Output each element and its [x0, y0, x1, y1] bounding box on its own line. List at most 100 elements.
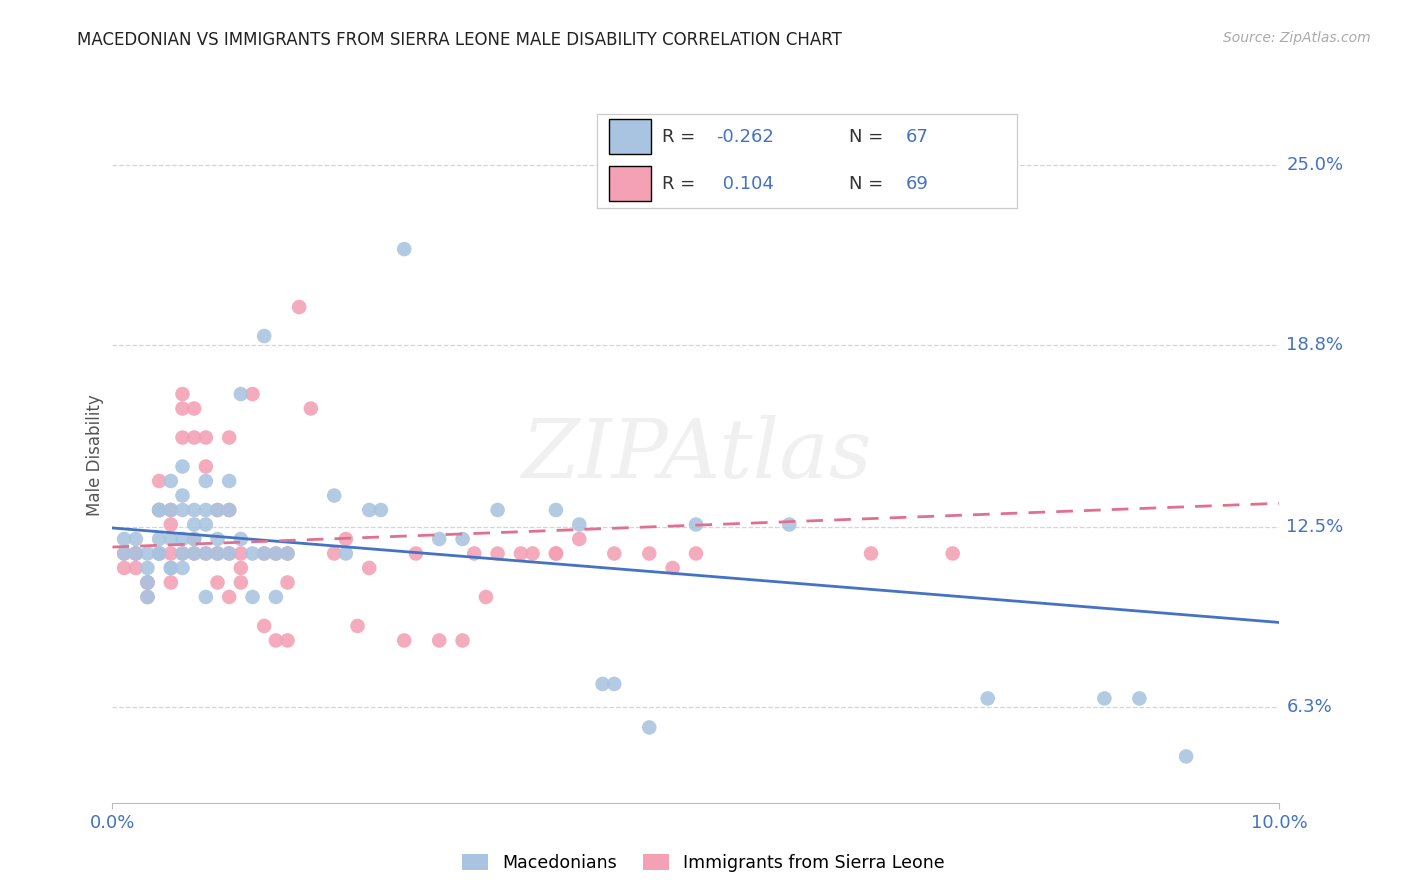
Point: [392, 242, 416, 256]
Point: [125, 546, 148, 561]
Point: [323, 489, 346, 503]
Point: [172, 561, 194, 575]
Point: [183, 532, 205, 546]
Point: [486, 503, 509, 517]
Point: [603, 546, 626, 561]
Text: 12.5%: 12.5%: [1286, 518, 1344, 536]
Point: [778, 517, 800, 532]
Point: [242, 387, 264, 401]
Text: MACEDONIAN VS IMMIGRANTS FROM SIERRA LEONE MALE DISABILITY CORRELATION CHART: MACEDONIAN VS IMMIGRANTS FROM SIERRA LEO…: [77, 31, 842, 49]
Point: [218, 590, 240, 604]
Legend: Macedonians, Immigrants from Sierra Leone: Macedonians, Immigrants from Sierra Leon…: [456, 847, 950, 879]
Point: [392, 633, 416, 648]
Point: [229, 575, 252, 590]
Point: [544, 546, 567, 561]
Point: [136, 575, 159, 590]
Point: [229, 387, 252, 401]
Point: [218, 546, 240, 561]
Point: [183, 532, 205, 546]
Point: [136, 546, 159, 561]
Point: [1175, 749, 1198, 764]
Point: [229, 532, 252, 546]
Point: [463, 546, 485, 561]
Point: [603, 677, 626, 691]
Point: [568, 517, 591, 532]
Point: [160, 532, 183, 546]
Point: [1092, 691, 1115, 706]
Point: [172, 459, 194, 474]
Point: [148, 503, 170, 517]
Point: [264, 546, 287, 561]
Point: [218, 503, 240, 517]
Point: [172, 431, 194, 445]
Point: [112, 532, 135, 546]
Point: [544, 503, 567, 517]
Point: [264, 590, 287, 604]
Point: [125, 561, 148, 575]
Point: [194, 546, 217, 561]
Point: [148, 474, 170, 488]
Point: [172, 401, 194, 416]
Point: [112, 546, 135, 561]
Point: [148, 546, 170, 561]
Text: ZIPAtlas: ZIPAtlas: [520, 415, 872, 495]
Point: [276, 575, 298, 590]
Point: [207, 575, 229, 590]
Point: [125, 546, 148, 561]
Point: [160, 503, 183, 517]
Point: [218, 431, 240, 445]
Point: [276, 546, 298, 561]
Point: [685, 517, 707, 532]
Point: [207, 546, 229, 561]
Point: [207, 532, 229, 546]
Point: [323, 546, 346, 561]
Point: [160, 561, 183, 575]
Point: [148, 503, 170, 517]
Point: [148, 546, 170, 561]
Point: [136, 575, 159, 590]
Point: [253, 329, 276, 343]
Point: [183, 401, 205, 416]
Point: [568, 532, 591, 546]
Point: [194, 517, 217, 532]
Point: [451, 633, 474, 648]
Point: [112, 561, 135, 575]
Point: [276, 633, 298, 648]
Point: [242, 590, 264, 604]
Point: [253, 546, 276, 561]
Point: [194, 503, 217, 517]
Point: [148, 532, 170, 546]
Point: [125, 546, 148, 561]
Text: 18.8%: 18.8%: [1286, 335, 1344, 354]
Point: [229, 546, 252, 561]
Point: [183, 517, 205, 532]
Point: [486, 546, 509, 561]
Point: [183, 546, 205, 561]
Point: [976, 691, 998, 706]
Point: [148, 503, 170, 517]
Point: [194, 431, 217, 445]
Point: [207, 503, 229, 517]
Point: [160, 561, 183, 575]
Point: [160, 517, 183, 532]
Point: [253, 546, 276, 561]
Point: [685, 546, 707, 561]
Point: [172, 503, 194, 517]
Point: [475, 590, 498, 604]
Point: [264, 546, 287, 561]
Point: [207, 546, 229, 561]
Point: [942, 546, 965, 561]
Point: [509, 546, 531, 561]
Point: [859, 546, 883, 561]
Point: [242, 546, 264, 561]
Point: [194, 546, 217, 561]
Point: [218, 474, 240, 488]
Point: [638, 721, 661, 735]
Point: [451, 532, 474, 546]
Point: [229, 561, 252, 575]
Point: [160, 474, 183, 488]
Text: 6.3%: 6.3%: [1286, 698, 1333, 716]
Point: [136, 590, 159, 604]
Point: [160, 503, 183, 517]
Text: 25.0%: 25.0%: [1286, 156, 1344, 174]
